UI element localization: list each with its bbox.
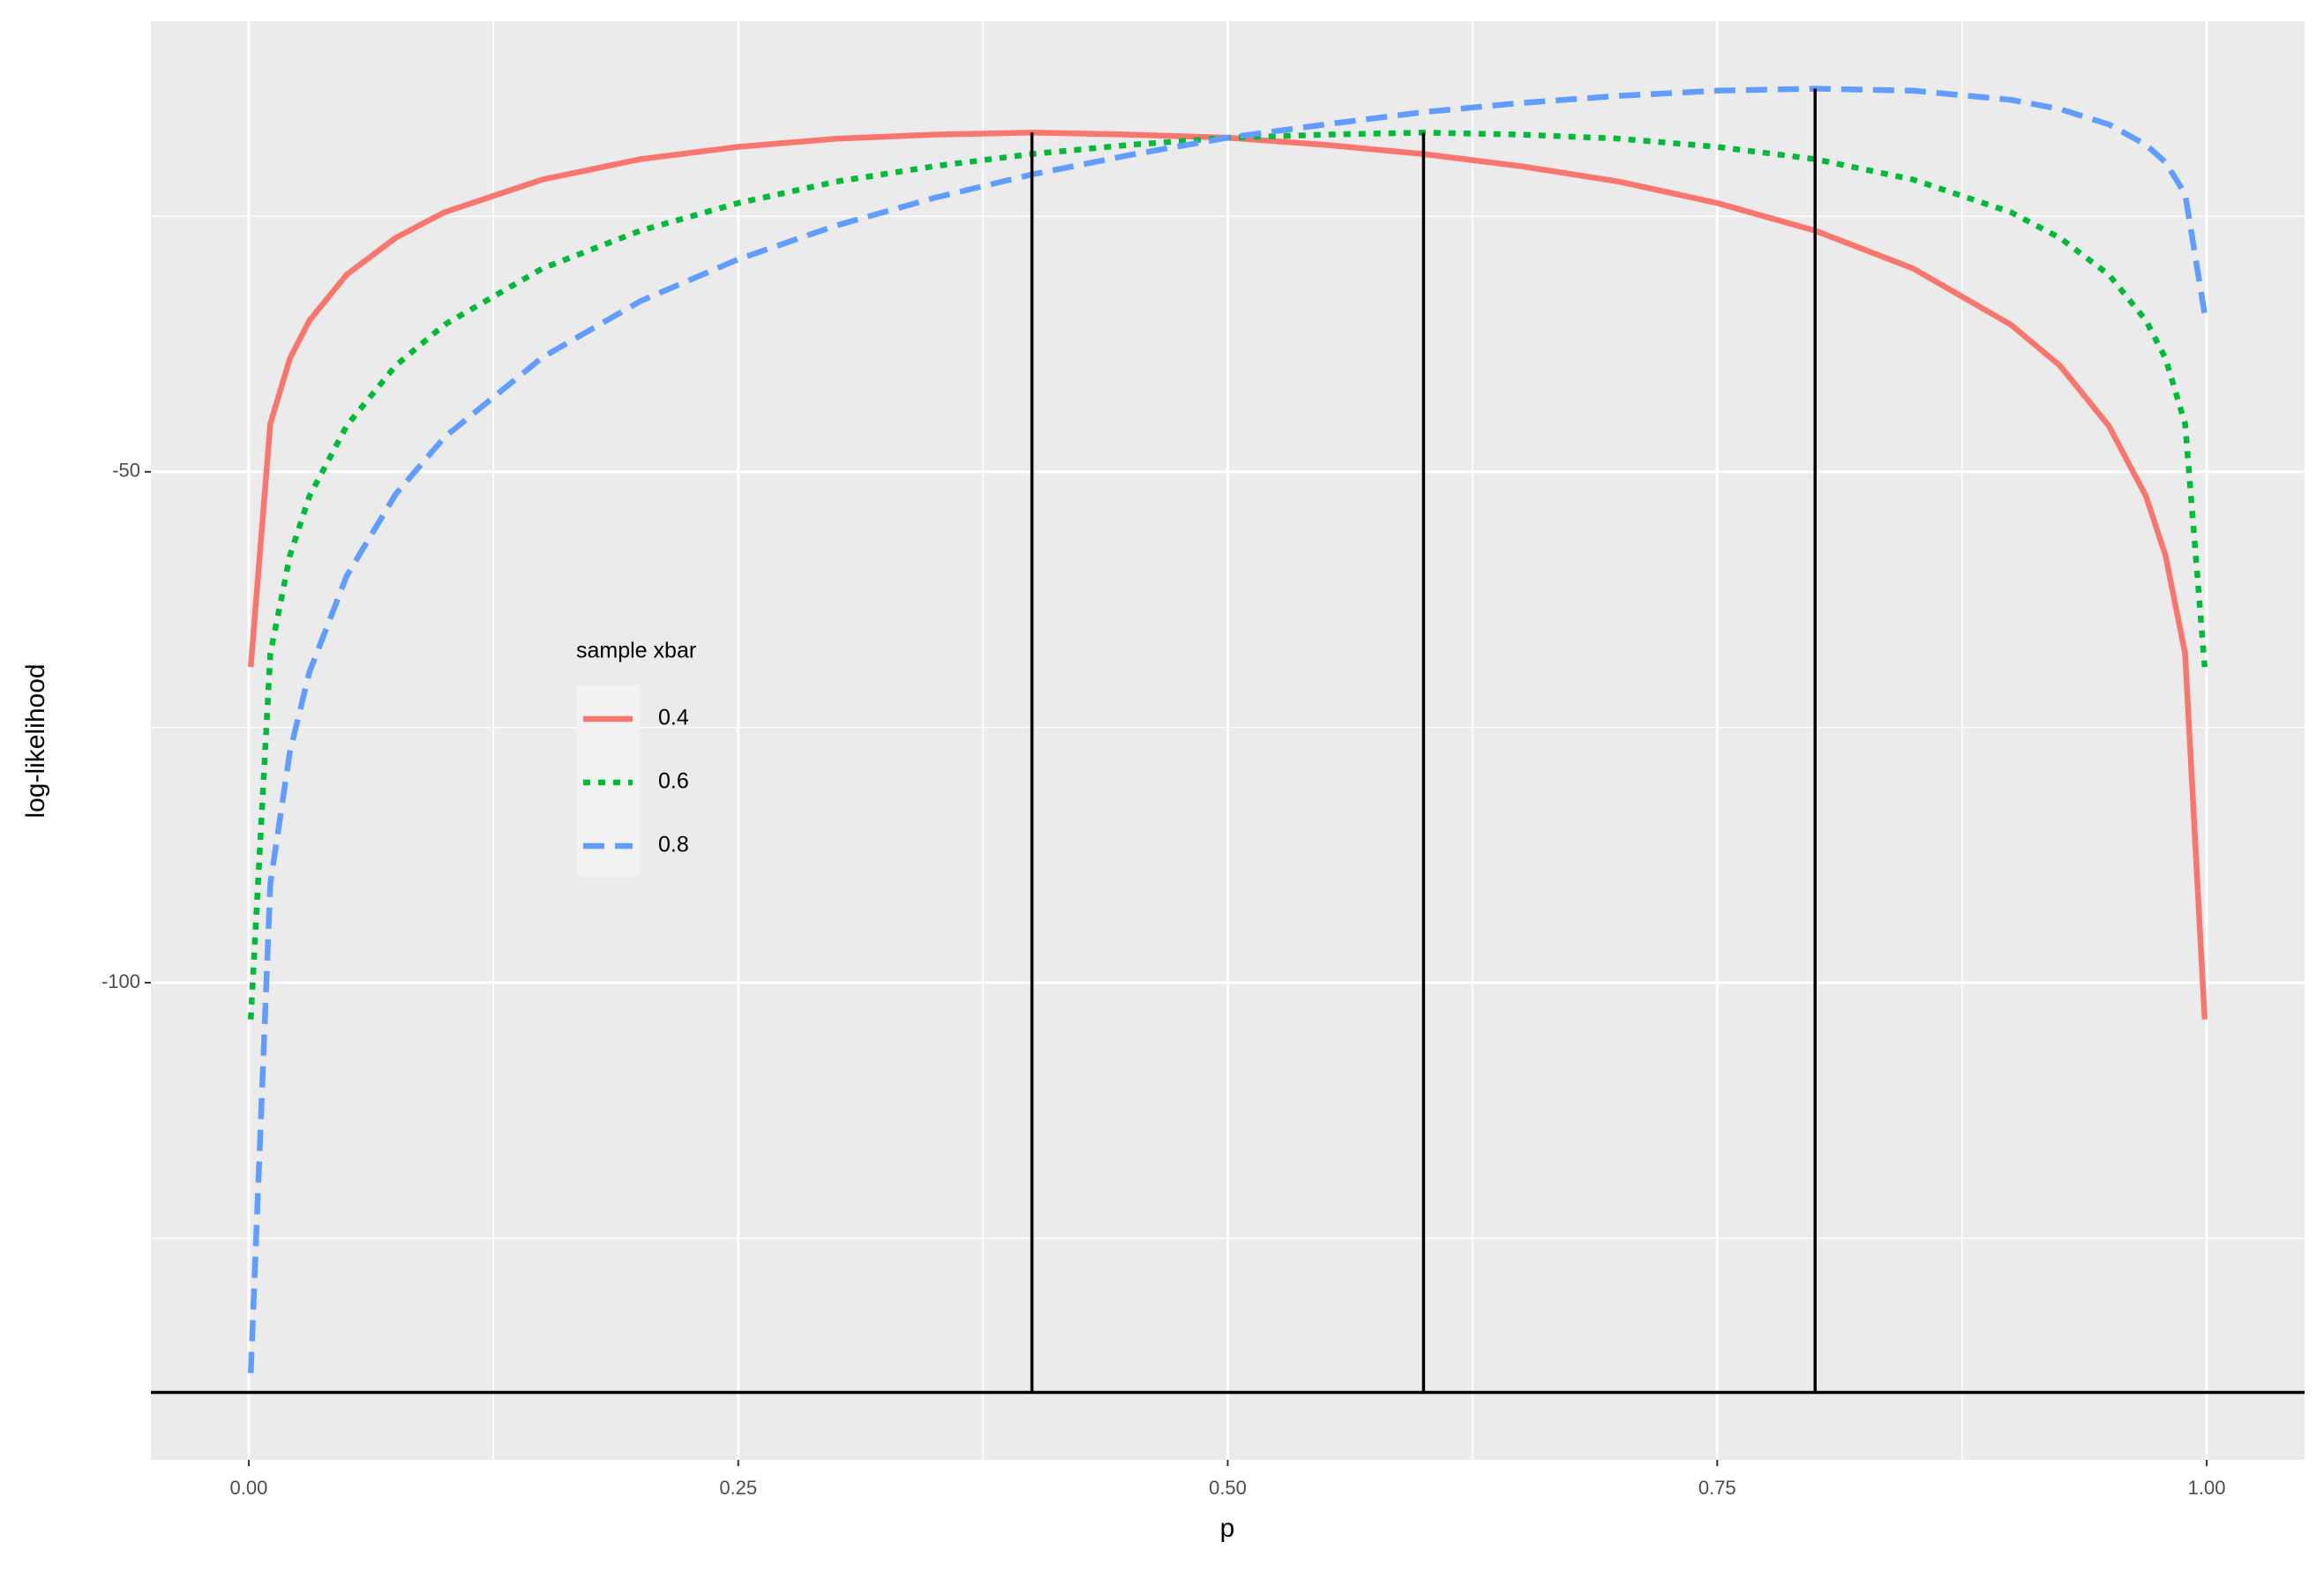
y-tick-label: -100 [101, 970, 140, 992]
panel [151, 21, 2305, 1460]
legend-title: sample xbar [576, 639, 696, 663]
legend-label: 0.4 [658, 706, 689, 730]
x-tick-label: 1.00 [2188, 1477, 2226, 1499]
x-axis-title: p [1220, 1514, 1235, 1543]
line-series [247, 86, 2208, 1373]
y-axis-title: log-likelihood [21, 663, 50, 818]
y-tick-label: -50 [112, 460, 140, 482]
x-tick-label: 0.00 [230, 1477, 268, 1499]
x-tick-label: 0.75 [1698, 1477, 1736, 1499]
x-tick-label: 0.25 [719, 1477, 757, 1499]
legend-label: 0.6 [658, 769, 689, 794]
legend-label: 0.8 [658, 833, 689, 857]
x-tick-label: 0.50 [1209, 1477, 1247, 1499]
